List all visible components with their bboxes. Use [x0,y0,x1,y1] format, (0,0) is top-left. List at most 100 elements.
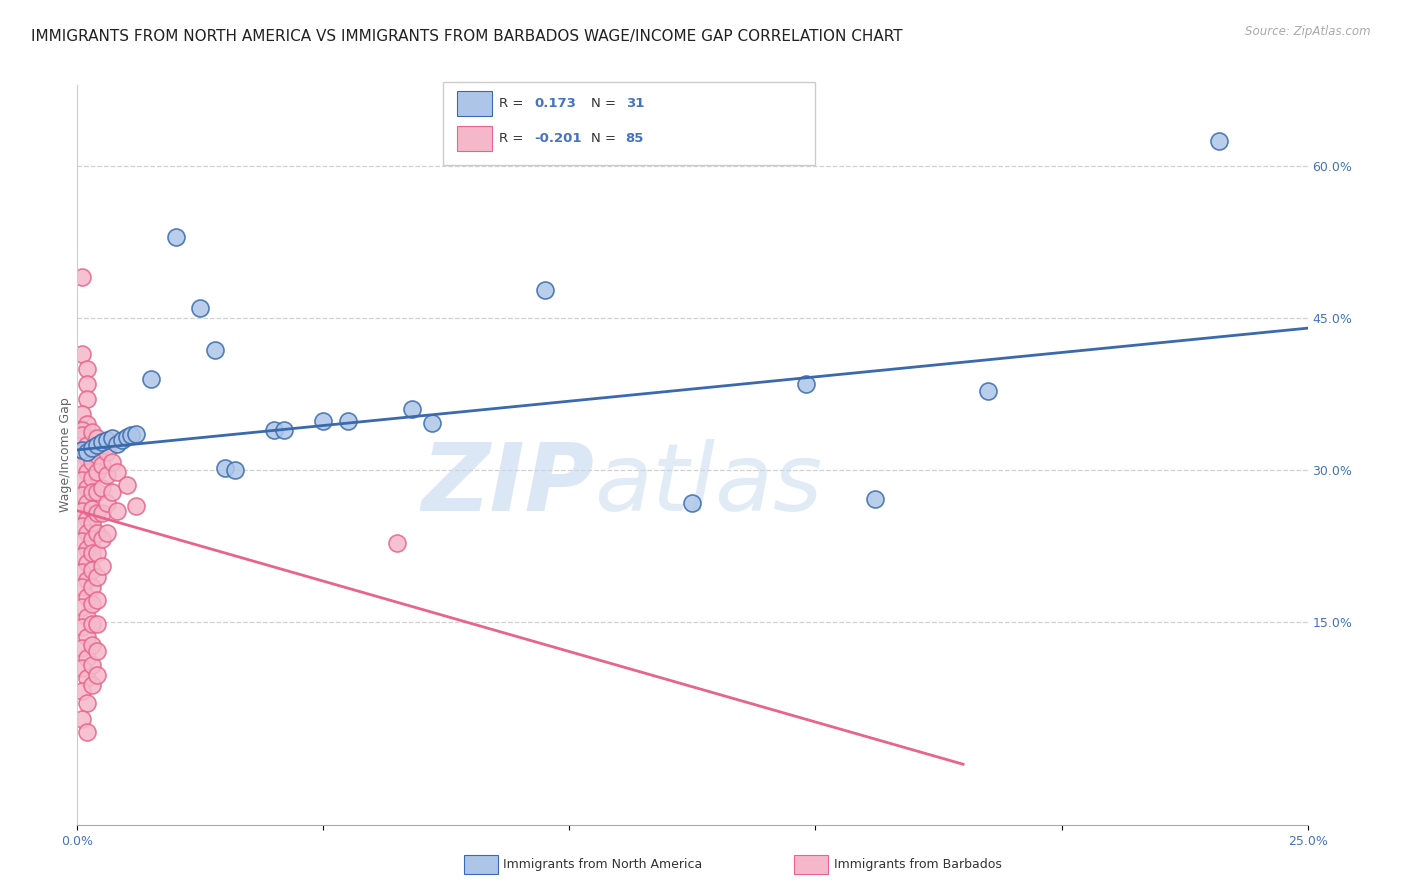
Point [76,392,98,406]
Point [90,532,114,546]
Point [70,442,93,457]
Point [96,495,118,509]
Point [76,465,98,479]
Point [82,471,104,485]
Text: ZIP: ZIP [422,439,595,531]
Point [70,712,93,726]
Point [86,431,108,445]
Point [82,657,104,672]
Point [82,617,104,632]
Y-axis label: Wage/Income Gap: Wage/Income Gap [59,398,72,512]
Point [224,463,246,477]
Point [70,427,93,442]
Point [70,504,93,518]
Point [76,557,98,571]
Point [82,516,104,530]
Point [96,433,118,447]
Point [263,423,285,437]
Point [90,482,114,496]
Point [86,448,108,462]
Point [82,485,104,500]
Point [337,414,360,428]
Point [125,499,148,513]
Point [76,671,98,685]
Point [82,425,104,439]
Text: Immigrants from Barbados: Immigrants from Barbados [834,858,1001,871]
Point [90,458,114,472]
Point [977,384,1000,398]
Point [70,600,93,615]
Point [90,438,114,452]
Text: 85: 85 [626,132,644,145]
Point [401,402,423,417]
Point [96,445,118,459]
Text: Immigrants from North America: Immigrants from North America [503,858,703,871]
Point [165,230,187,244]
Point [70,458,93,472]
Point [70,580,93,594]
Point [82,501,104,516]
Text: 0.173: 0.173 [534,97,576,110]
Point [70,519,93,533]
Point [76,495,98,509]
Point [82,580,104,594]
Point [70,684,93,698]
Point [105,504,128,518]
Point [86,506,108,520]
Point [111,433,132,447]
Point [76,376,98,391]
Point [76,590,98,604]
Point [82,455,104,469]
Point [82,638,104,652]
Point [82,441,104,455]
Point [82,562,104,576]
Point [76,512,98,526]
Point [70,661,93,675]
Point [86,546,108,560]
Point [76,724,98,739]
Point [90,434,114,449]
Point [273,423,295,437]
Point [420,417,443,431]
Point [101,431,124,445]
Point [141,372,163,386]
Point [76,542,98,557]
Point [86,465,108,479]
Point [86,526,108,541]
Point [76,631,98,645]
Point [188,301,212,315]
Text: -0.201: -0.201 [534,132,582,145]
Point [76,438,98,452]
Point [70,549,93,564]
Point [76,610,98,624]
Point [70,488,93,502]
Point [70,445,93,459]
Point [76,526,98,541]
Point [121,427,143,442]
Point [682,495,704,509]
Point [101,485,124,500]
Point [82,546,104,560]
Point [76,361,98,376]
Point [70,423,93,437]
Text: atlas: atlas [595,439,823,530]
Point [115,478,138,492]
Point [90,559,114,574]
Point [70,640,93,655]
Point [101,455,124,469]
Point [76,573,98,587]
Point [70,534,93,549]
Point [76,445,98,459]
Point [794,376,817,391]
Point [76,650,98,665]
Point [86,569,108,583]
Text: R =: R = [499,97,523,110]
Text: N =: N = [591,97,616,110]
Text: Source: ZipAtlas.com: Source: ZipAtlas.com [1246,25,1371,38]
Text: N =: N = [591,132,616,145]
Point [70,408,93,422]
Point [82,441,104,455]
Point [82,532,104,546]
Text: R =: R = [499,132,523,145]
Point [86,617,108,632]
